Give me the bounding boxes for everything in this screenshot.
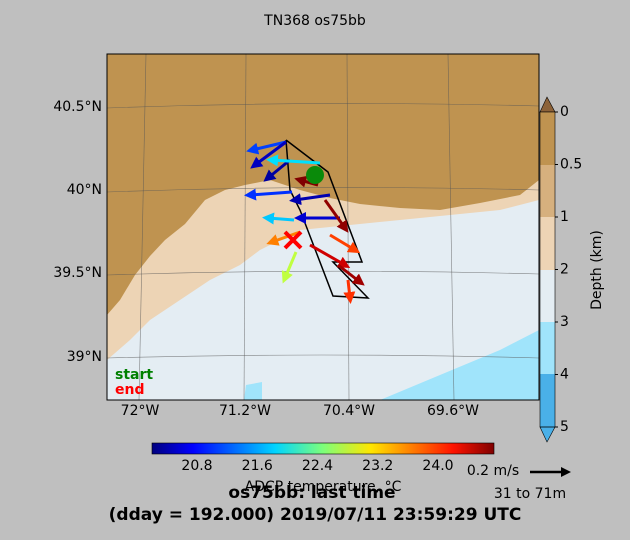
lon-labels: 72°W 71.2°W 70.4°W 69.6°W: [121, 403, 480, 419]
grid-line: [243, 54, 247, 400]
depth-tick-label: 0.5: [560, 157, 582, 173]
lat-label: 39°N: [67, 349, 102, 365]
grid-line: [107, 354, 539, 359]
depth-tick-label: 0: [560, 104, 569, 120]
lat-label: 40.5°N: [53, 99, 102, 115]
depth-tick-label: 5: [560, 419, 569, 435]
temperature-tick-label: 23.2: [362, 458, 393, 474]
vector: [244, 188, 293, 201]
grid-line: [107, 270, 539, 276]
legend-end: end: [115, 382, 144, 398]
depth-tick-label: 1: [560, 209, 569, 225]
depth-tick-label: 4: [560, 367, 569, 383]
deep-water: [244, 382, 262, 400]
vector: [281, 251, 298, 284]
land: [107, 54, 539, 315]
vector: [262, 212, 295, 225]
vector: [246, 140, 287, 155]
legend-start: start: [115, 367, 153, 383]
depth-tick-label: 3: [560, 314, 569, 330]
velocity-vectors: [244, 139, 370, 304]
lat-label: 39.5°N: [53, 265, 102, 281]
vector: [263, 158, 291, 182]
temperature-tick-label: 20.8: [181, 458, 212, 474]
footer-line2: (dday = 192.000) 2019/07/11 23:59:29 UTC: [109, 505, 522, 525]
lat-labels: 40.5°N 40°N 39.5°N 39°N: [53, 99, 102, 365]
depth-ticks: 0 0.5 1 2 3 4 5: [555, 104, 582, 435]
temperature-ticks: 20.8 21.6 22.4 23.2 24.0: [181, 458, 453, 474]
temperature-tick-label: 22.4: [302, 458, 333, 474]
grid-line: [447, 54, 455, 400]
vector: [289, 193, 331, 206]
depth-label: Depth (km): [589, 230, 605, 310]
footer-line1: os75bb: last time: [228, 483, 395, 503]
temperature-label: ADCP temperature, °C: [245, 479, 402, 495]
start-marker: [306, 166, 324, 184]
map: start end: [107, 54, 539, 400]
lon-label: 71.2°W: [219, 403, 271, 419]
lon-label: 69.6°W: [427, 403, 479, 419]
vector: [343, 279, 356, 304]
vector: [309, 243, 351, 268]
vector: [266, 230, 301, 246]
lat-label: 40°N: [67, 182, 102, 198]
vector: [294, 175, 319, 188]
depth-colorbar: [539, 96, 556, 443]
vector: [250, 140, 287, 169]
depth-tick-label: 2: [560, 262, 569, 278]
deep-water: [380, 330, 539, 400]
end-marker: [283, 230, 303, 250]
temperature-colorbar: [151, 442, 495, 455]
grid-line: [107, 187, 539, 193]
grid-line: [138, 54, 147, 400]
lon-label: 72°W: [121, 403, 160, 419]
temperature-tick-label: 21.6: [242, 458, 273, 474]
temperature-tick-label: 24.0: [422, 458, 453, 474]
map-frame: [106, 53, 540, 401]
scale-label: 0.2 m/s: [467, 463, 519, 479]
title: TN368 os75bb: [263, 13, 366, 29]
depth-range: 31 to 71m: [494, 486, 566, 502]
vector: [337, 263, 365, 286]
lon-label: 70.4°W: [323, 403, 375, 419]
vector: [323, 199, 349, 233]
vector: [329, 233, 361, 254]
vector: [266, 154, 321, 167]
grid-line: [107, 103, 539, 109]
